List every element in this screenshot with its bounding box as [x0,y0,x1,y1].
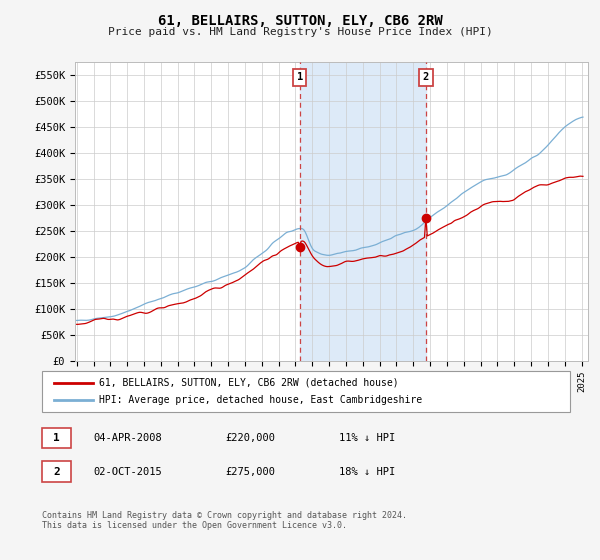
Text: Price paid vs. HM Land Registry's House Price Index (HPI): Price paid vs. HM Land Registry's House … [107,27,493,38]
Text: 61, BELLAIRS, SUTTON, ELY, CB6 2RW (detached house): 61, BELLAIRS, SUTTON, ELY, CB6 2RW (deta… [99,377,398,388]
Text: HPI: Average price, detached house, East Cambridgeshire: HPI: Average price, detached house, East… [99,395,422,405]
Bar [299,62,426,361]
Text: £220,000: £220,000 [225,433,275,443]
Text: 2: 2 [423,72,429,82]
Text: 11% ↓ HPI: 11% ↓ HPI [339,433,395,443]
Text: 18% ↓ HPI: 18% ↓ HPI [339,466,395,477]
Text: £275,000: £275,000 [225,466,275,477]
Text: 2: 2 [53,466,60,477]
Text: 1: 1 [296,72,303,82]
Text: 1: 1 [53,433,60,443]
Text: 61, BELLAIRS, SUTTON, ELY, CB6 2RW: 61, BELLAIRS, SUTTON, ELY, CB6 2RW [158,14,442,28]
Text: Contains HM Land Registry data © Crown copyright and database right 2024.
This d: Contains HM Land Registry data © Crown c… [42,511,407,530]
Text: 04-APR-2008: 04-APR-2008 [93,433,162,443]
Text: 02-OCT-2015: 02-OCT-2015 [93,466,162,477]
